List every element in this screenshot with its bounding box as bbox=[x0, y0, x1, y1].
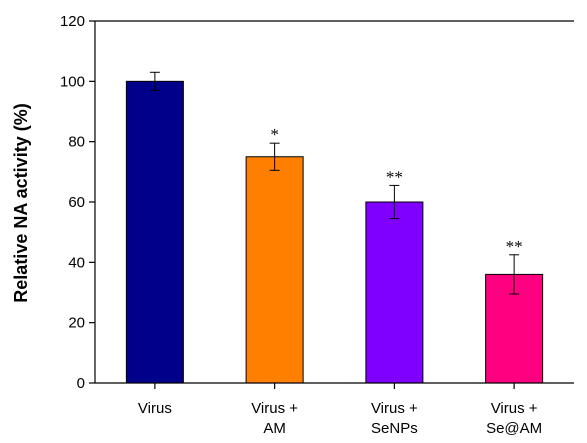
error-bar-2 bbox=[389, 184, 400, 220]
error-bar-0 bbox=[149, 71, 160, 91]
category-label: AM bbox=[263, 420, 286, 437]
y-tick-label: 120 bbox=[60, 13, 85, 30]
bars-group: ***** bbox=[125, 71, 544, 384]
bar-1 bbox=[245, 156, 304, 384]
y-tick-label: 40 bbox=[68, 254, 85, 271]
category-label: Se@AM bbox=[486, 420, 542, 437]
y-tick-label: 80 bbox=[68, 134, 85, 151]
significance-label-1: * bbox=[270, 125, 279, 144]
error-bar-3 bbox=[509, 254, 520, 295]
y-axis-label: Relative NA activity (%) bbox=[11, 103, 31, 302]
category-label: Virus + bbox=[251, 400, 298, 417]
bar-0 bbox=[125, 80, 184, 384]
bar-2 bbox=[365, 201, 424, 384]
axes-group: Virus Virus + AM Virus + SeNPs Virus + Se@AM 0 2… bbox=[60, 13, 574, 437]
error-bar-1 bbox=[269, 142, 280, 171]
significance-label-2: ** bbox=[386, 167, 403, 186]
significance-label-3: ** bbox=[506, 237, 523, 256]
category-label: Virus + bbox=[371, 400, 418, 417]
category-label: SeNPs bbox=[371, 420, 418, 437]
y-tick-label: 60 bbox=[68, 194, 85, 211]
category-label: Virus bbox=[138, 400, 172, 417]
y-tick-label: 0 bbox=[77, 375, 85, 392]
y-tick-label: 20 bbox=[68, 315, 85, 332]
y-tick-label: 100 bbox=[60, 73, 85, 90]
category-label: Virus + bbox=[491, 400, 538, 417]
